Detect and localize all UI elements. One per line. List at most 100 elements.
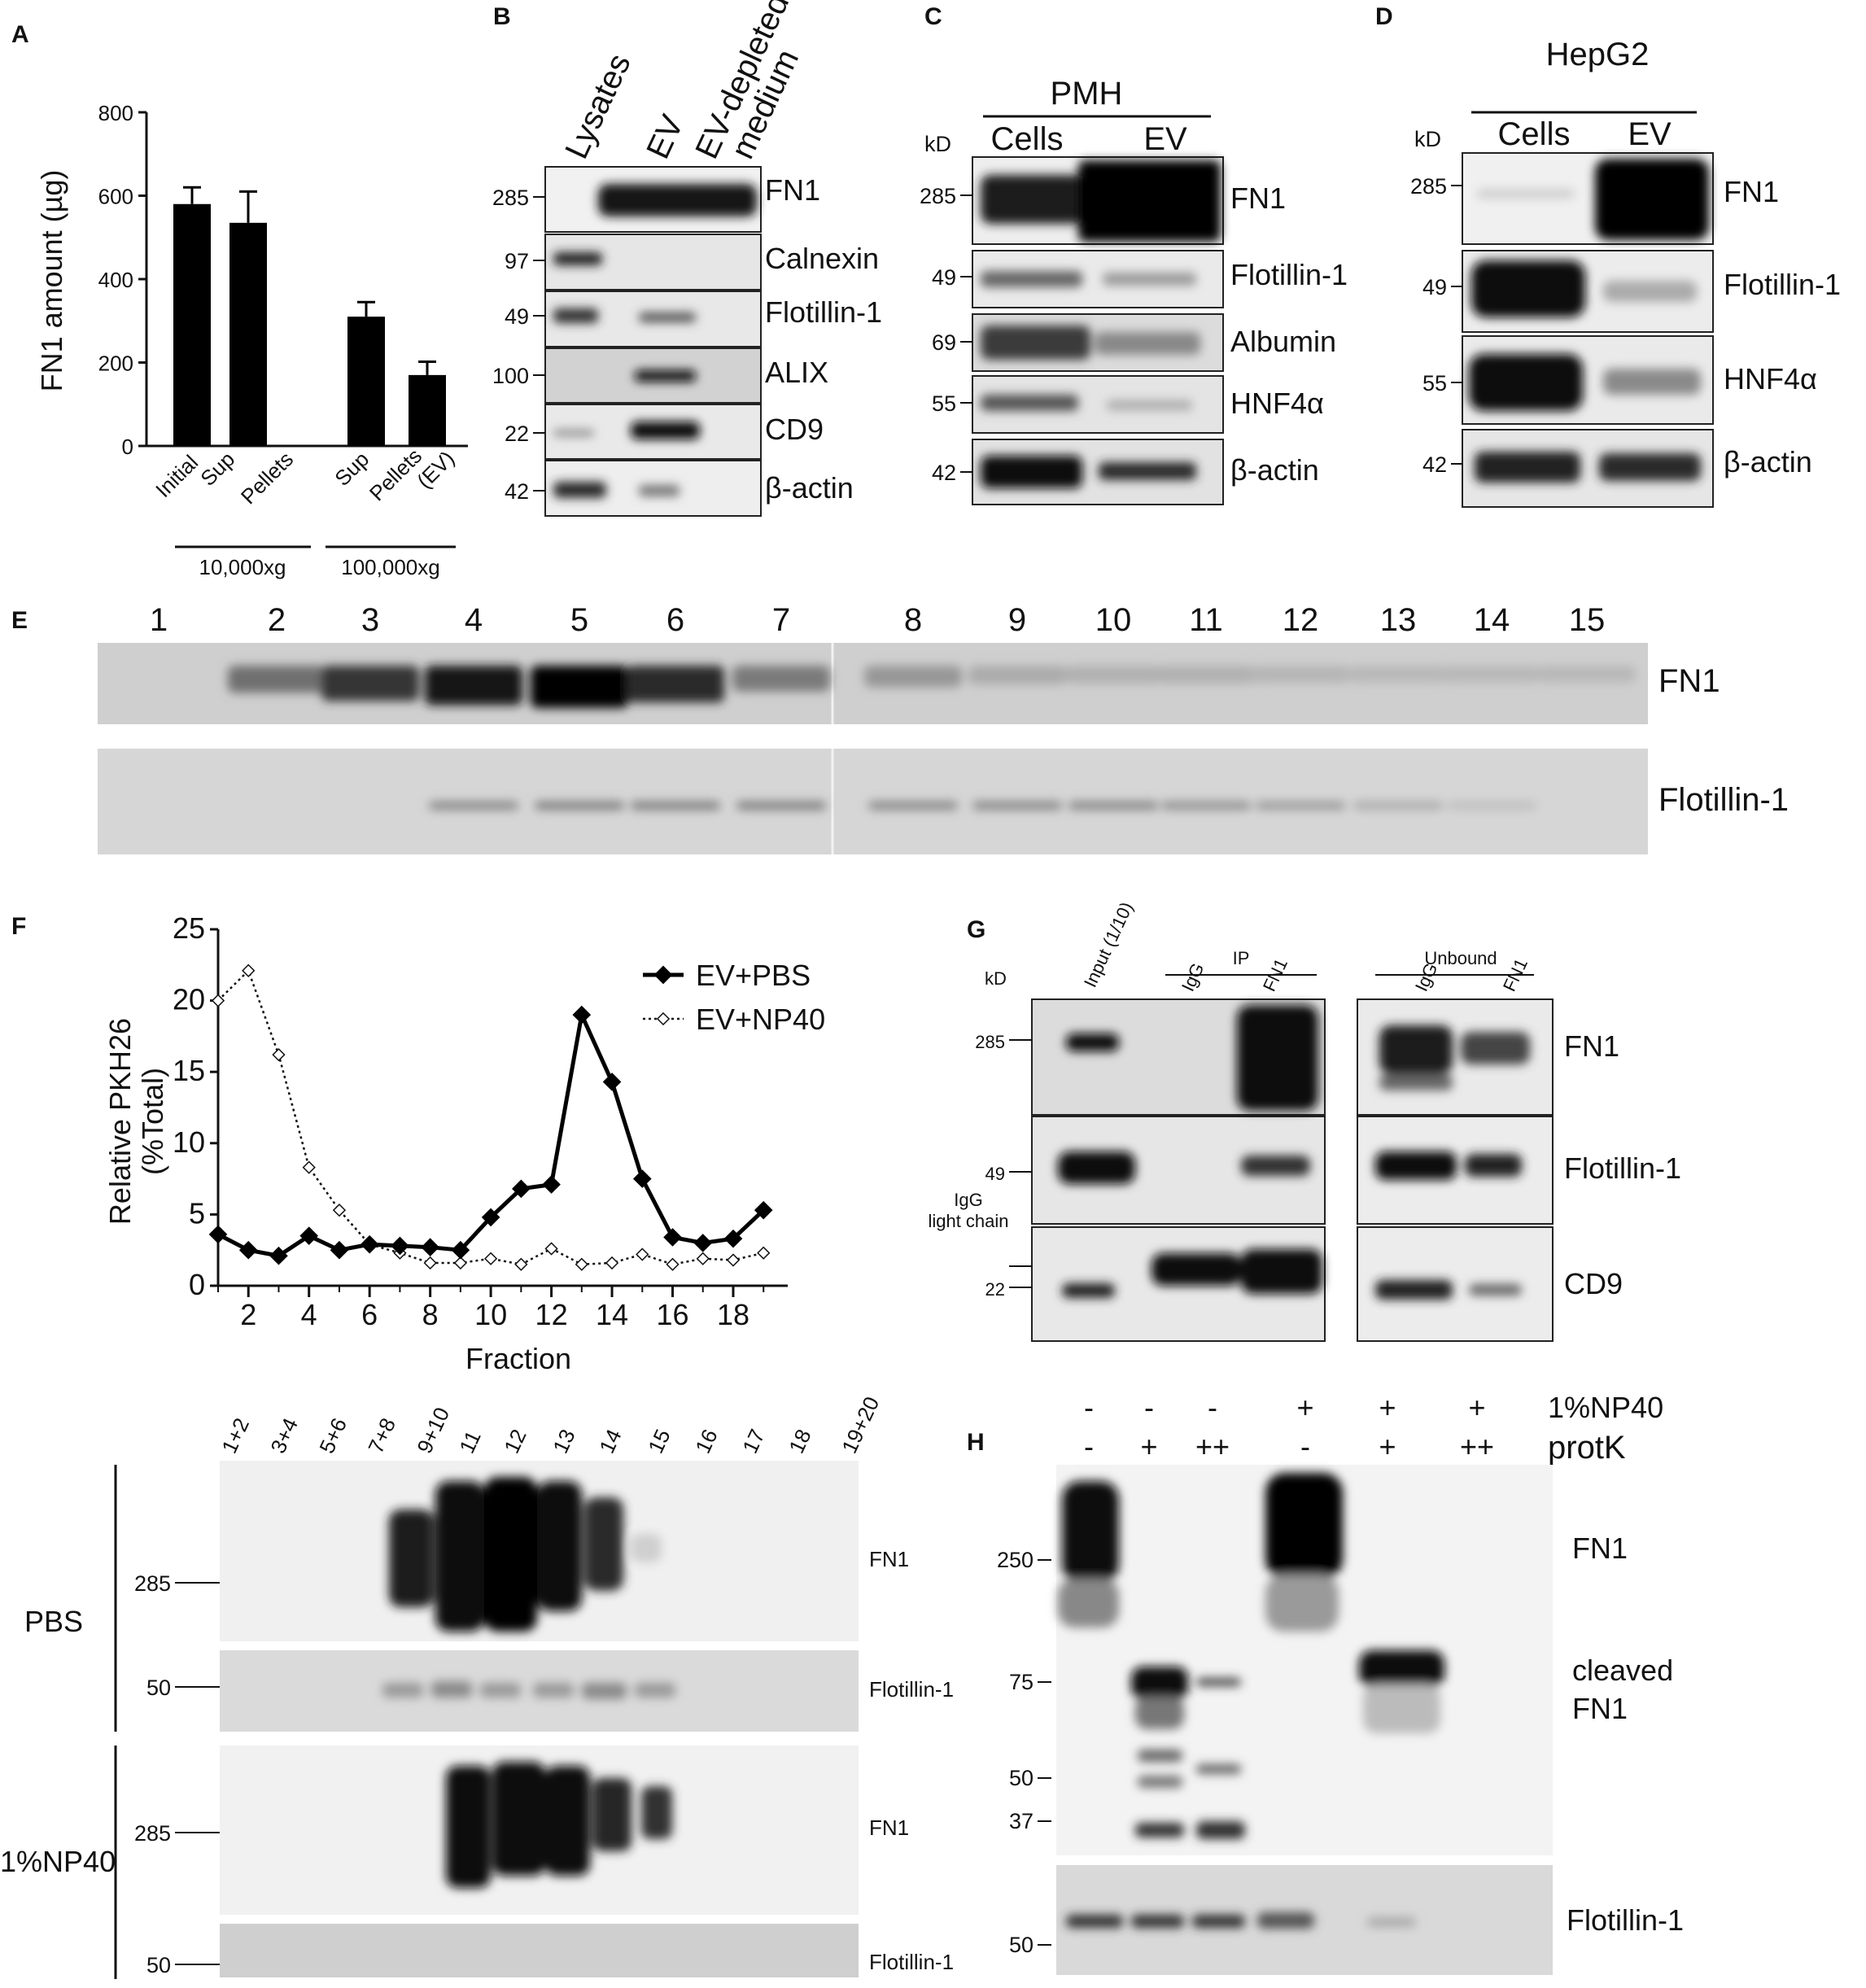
point-ev-pbs [269, 1246, 288, 1265]
category-label: Sup [330, 447, 374, 491]
lane-number: 12 [1283, 602, 1319, 638]
point-ev-pbs [542, 1175, 561, 1194]
group-ip: IP [1233, 948, 1250, 968]
kd-marker: 285 [492, 186, 529, 210]
kd-marker: 250 [997, 1548, 1034, 1572]
protein-label: Albumin [1230, 325, 1336, 358]
igg-label-1: IgG [954, 1190, 982, 1210]
lane-label: 5+6 [314, 1414, 352, 1457]
legend-ev-np40: EV+NP40 [696, 1003, 825, 1036]
point-ev-np40 [696, 1252, 710, 1265]
kd-marker: 42 [505, 479, 529, 504]
point-ev-pbs [299, 1226, 319, 1245]
kd-marker: 69 [932, 330, 956, 355]
panel-f-ylabel-2: (%Total) [136, 1068, 169, 1175]
col-igg-ip: IgG [1178, 959, 1208, 994]
panel-g-label: G [967, 916, 985, 943]
bar [409, 374, 446, 446]
lane-label: 9+10 [412, 1404, 454, 1457]
protein-label: HNF4α [1724, 362, 1817, 395]
panel-a-label: A [11, 21, 29, 48]
lane-label: 13 [548, 1426, 579, 1457]
protein-label: Flotillin-1 [869, 1677, 954, 1702]
category-label: Sup [195, 447, 239, 491]
kd-marker: 50 [1009, 1766, 1034, 1790]
ytick-label: 10 [173, 1125, 205, 1159]
ytick-label: 800 [98, 101, 133, 125]
kd-marker: 42 [1422, 452, 1447, 477]
kd-header: kD [924, 132, 951, 156]
protein-label: β-actin [765, 471, 854, 505]
bar [347, 317, 385, 446]
panel-d: D HepG2 Cells EV kD 285 FN1 49 Flotillin-1 5… [1375, 3, 1841, 508]
label-fn1: FN1 [1572, 1531, 1628, 1565]
point-ev-np40 [636, 1247, 649, 1261]
kd-marker: 49 [985, 1164, 1005, 1184]
point-ev-pbs [481, 1208, 500, 1227]
lane-number: 9 [1008, 602, 1026, 638]
group-pmh: PMH [1051, 76, 1123, 111]
lane-number: 5 [570, 602, 588, 638]
label-cleaved: cleaved [1572, 1654, 1673, 1687]
kd-marker: 75 [1009, 1670, 1034, 1694]
kd-marker: 50 [146, 1953, 171, 1977]
lane-number: 8 [904, 602, 922, 638]
lane-label: 1+2 [216, 1414, 254, 1457]
lane-number: 10 [1095, 602, 1132, 638]
label-np40: 1%NP40 [1548, 1391, 1663, 1424]
panel-f-ylabel-1: Relative PKH26 [103, 1018, 137, 1225]
bar [173, 203, 211, 446]
protein-label: Flotillin-1 [869, 1950, 954, 1974]
point-ev-np40 [211, 994, 225, 1007]
kd-marker: 55 [932, 391, 956, 416]
col-ev: EV [1628, 116, 1672, 152]
group-100000xg: 100,000xg [341, 555, 439, 579]
np40-sign: - [1208, 1391, 1217, 1424]
legend-marker-ev-pbs [653, 965, 673, 985]
protk-sign: - [1084, 1430, 1094, 1463]
lane-label: 11 [454, 1427, 486, 1457]
protein-label: FN1 [869, 1815, 909, 1840]
xtick-label: 18 [717, 1298, 749, 1331]
category-label: Initial [151, 450, 203, 502]
lane-label: 7+8 [363, 1414, 400, 1457]
group-hepg2: HepG2 [1546, 37, 1650, 72]
col-cells: Cells [991, 121, 1064, 157]
kd-marker: 22 [505, 422, 529, 446]
point-ev-pbs [208, 1225, 228, 1244]
lane-number: 3 [361, 602, 379, 638]
protein-label: HNF4α [1230, 387, 1324, 420]
kd-marker: 285 [134, 1571, 171, 1596]
panel-f-label: F [11, 913, 26, 940]
xtick-label: 8 [422, 1298, 439, 1331]
ytick-label: 15 [173, 1054, 205, 1087]
panel-e-label: E [11, 607, 28, 634]
panel-b-label: B [493, 3, 511, 30]
category-label: Pellets [236, 447, 298, 509]
point-ev-np40 [666, 1257, 680, 1271]
group-np40: 1%NP40 [0, 1845, 116, 1878]
kd-marker: 285 [134, 1821, 171, 1846]
kd-marker: 50 [146, 1676, 171, 1700]
point-ev-pbs [512, 1179, 531, 1199]
lane-number: 13 [1380, 602, 1417, 638]
point-ev-pbs [421, 1238, 439, 1257]
igg-label-2: light chain [928, 1211, 1008, 1231]
protein-label: FN1 [1230, 181, 1286, 215]
np40-sign: - [1144, 1391, 1154, 1424]
point-ev-pbs [451, 1240, 470, 1260]
point-ev-np40 [242, 963, 256, 977]
xtick-label: 4 [301, 1298, 317, 1331]
kd-marker: 285 [975, 1032, 1005, 1052]
kd-marker: 37 [1009, 1809, 1034, 1833]
protk-sign: ++ [1460, 1430, 1494, 1463]
panel-h: H - - - + + +- + ++ - + ++ 1%NP40 protK [967, 1391, 1684, 1975]
xtick-label: 10 [474, 1298, 507, 1331]
panel-g: G kD Input (1/10) IP IgG FN1 Unbound IgG… [928, 899, 1681, 1342]
panel-h-label: H [967, 1429, 985, 1456]
group-pbs: PBS [24, 1605, 83, 1638]
panel-b: B Lysates EV EV-depleted medium 285 FN197… [492, 0, 882, 517]
kd-marker: 42 [932, 461, 956, 485]
point-ev-np40 [423, 1256, 437, 1270]
lane-number: 7 [772, 602, 790, 638]
